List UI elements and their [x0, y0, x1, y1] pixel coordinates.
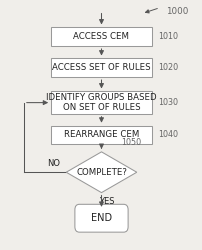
FancyBboxPatch shape — [51, 92, 151, 114]
Text: ACCESS CEM: ACCESS CEM — [73, 32, 129, 41]
Text: 1050: 1050 — [120, 138, 140, 147]
Text: COMPLETE?: COMPLETE? — [76, 168, 126, 177]
FancyBboxPatch shape — [75, 204, 127, 232]
Text: NO: NO — [47, 159, 60, 168]
Polygon shape — [66, 152, 136, 192]
FancyBboxPatch shape — [51, 126, 151, 144]
Text: 1040: 1040 — [157, 130, 177, 140]
Text: END: END — [90, 213, 112, 223]
Text: 1000: 1000 — [165, 7, 187, 16]
FancyBboxPatch shape — [51, 28, 151, 46]
Text: 1030: 1030 — [157, 98, 177, 107]
Text: ACCESS SET OF RULES: ACCESS SET OF RULES — [52, 63, 150, 72]
Text: 1020: 1020 — [157, 63, 177, 72]
Text: YES: YES — [98, 197, 114, 206]
FancyBboxPatch shape — [51, 58, 151, 77]
Text: REARRANGE CEM: REARRANGE CEM — [63, 130, 139, 140]
Text: IDENTIFY GROUPS BASED
ON SET OF RULES: IDENTIFY GROUPS BASED ON SET OF RULES — [46, 93, 156, 112]
Text: 1010: 1010 — [157, 32, 177, 41]
